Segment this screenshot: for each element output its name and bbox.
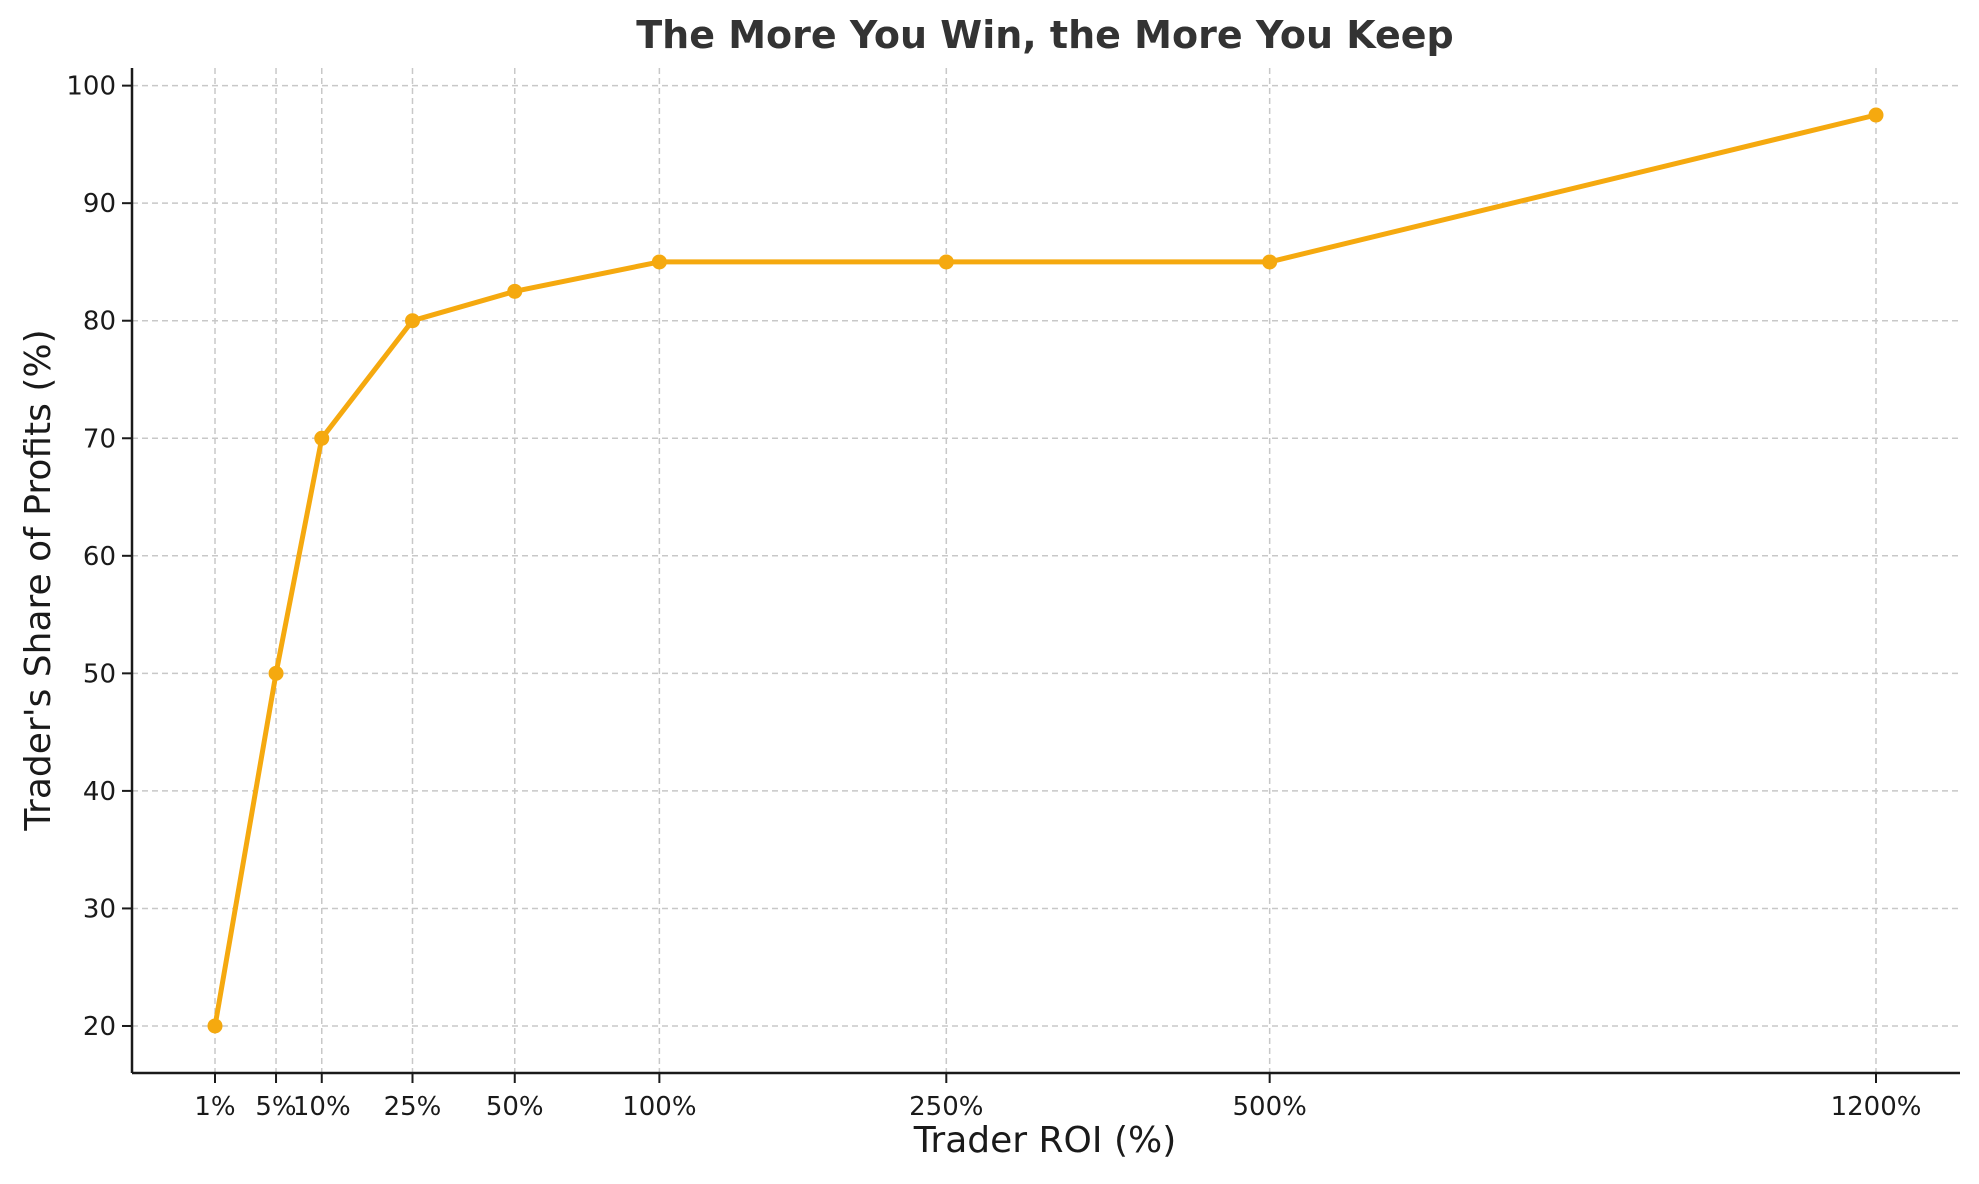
tick-labels: 20 30 40 50 60 70 80 90 100 1% 5%10% 25% 50% 100% 250%… [66,72,1921,1122]
series-line [212,112,1879,1029]
x-tick-label: 5% [255,1092,296,1122]
y-tick-label: 40 [83,777,116,807]
series [207,107,1884,1034]
y-tick-label: 60 [83,542,116,572]
data-point [938,254,954,270]
y-tick-label: 70 [83,424,116,454]
axes [122,68,1960,1083]
data-point [314,430,330,446]
y-tick-label: 20 [83,1012,116,1042]
x-tick-label: 1200% [1831,1092,1922,1122]
y-tick-label: 90 [83,189,116,219]
chart-title: The More You Win, the More You Keep [636,13,1454,57]
data-point [1262,254,1278,270]
x-tick-label: 1% [194,1092,235,1122]
x-tick-label: 10% [293,1092,351,1122]
data-point [268,665,284,681]
grid [132,68,1960,1073]
data-point [404,313,420,329]
y-tick-label: 80 [83,307,116,337]
y-tick-label: 100 [66,72,116,102]
data-point [1868,107,1884,123]
x-axis-label: Trader ROI (%) [913,1120,1177,1161]
y-tick-label: 30 [83,894,116,924]
data-point [207,1018,223,1034]
data-point [651,254,667,270]
x-tick-label: 500% [1232,1092,1306,1122]
data-point [507,283,523,299]
x-tick-label: 100% [622,1092,696,1122]
y-axis-label: Trader's Share of Profits (%) [18,329,59,831]
x-tick-label: 50% [486,1092,544,1122]
x-tick-label: 25% [384,1092,442,1122]
x-tick-label: 250% [909,1092,983,1122]
y-tick-label: 50 [83,659,116,689]
